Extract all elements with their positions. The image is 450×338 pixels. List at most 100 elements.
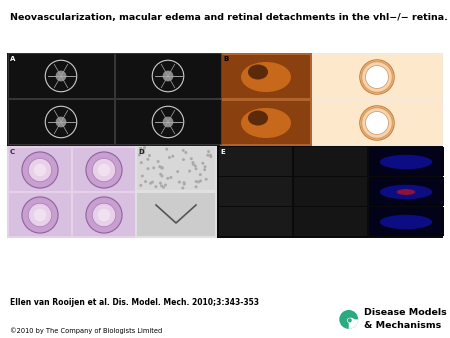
Circle shape bbox=[183, 183, 186, 186]
Ellipse shape bbox=[241, 62, 291, 92]
Circle shape bbox=[178, 180, 181, 184]
Text: & Mechanisms: & Mechanisms bbox=[364, 321, 442, 330]
Circle shape bbox=[154, 185, 158, 188]
Bar bbox=[294, 177, 367, 206]
Circle shape bbox=[56, 71, 67, 81]
Circle shape bbox=[184, 151, 187, 154]
Circle shape bbox=[194, 164, 197, 167]
Bar bbox=[219, 147, 292, 176]
Circle shape bbox=[98, 209, 110, 221]
Circle shape bbox=[139, 147, 142, 150]
Circle shape bbox=[182, 181, 185, 184]
Circle shape bbox=[86, 197, 122, 233]
Bar bbox=[369, 147, 444, 176]
Bar bbox=[137, 147, 215, 190]
Circle shape bbox=[181, 187, 184, 190]
Bar bbox=[73, 193, 135, 236]
Ellipse shape bbox=[248, 111, 268, 125]
Text: ©2010 by The Company of Biologists Limited: ©2010 by The Company of Biologists Limit… bbox=[10, 327, 162, 334]
Circle shape bbox=[28, 158, 52, 182]
Circle shape bbox=[209, 155, 212, 158]
Circle shape bbox=[140, 184, 142, 187]
Ellipse shape bbox=[380, 155, 432, 169]
Circle shape bbox=[140, 161, 143, 164]
Text: E: E bbox=[220, 149, 225, 155]
Circle shape bbox=[182, 149, 185, 152]
Circle shape bbox=[162, 117, 173, 127]
Circle shape bbox=[199, 173, 202, 176]
Circle shape bbox=[203, 168, 206, 171]
Text: D: D bbox=[138, 149, 144, 155]
Bar bbox=[220, 53, 312, 146]
Circle shape bbox=[205, 178, 207, 181]
Circle shape bbox=[164, 184, 167, 187]
Circle shape bbox=[192, 163, 195, 166]
Bar bbox=[217, 146, 443, 238]
Circle shape bbox=[161, 174, 163, 177]
Circle shape bbox=[194, 185, 198, 188]
Circle shape bbox=[192, 161, 194, 164]
Circle shape bbox=[144, 180, 147, 183]
Bar bbox=[294, 147, 367, 176]
Bar bbox=[115, 99, 221, 144]
Circle shape bbox=[161, 166, 163, 169]
Circle shape bbox=[143, 146, 146, 149]
Bar bbox=[137, 193, 215, 236]
Wedge shape bbox=[349, 319, 358, 329]
Circle shape bbox=[159, 182, 162, 185]
Bar bbox=[8, 53, 114, 98]
Circle shape bbox=[22, 197, 58, 233]
Bar bbox=[9, 148, 71, 191]
Text: Disease Models: Disease Models bbox=[364, 308, 447, 317]
Circle shape bbox=[339, 310, 358, 329]
Ellipse shape bbox=[241, 108, 291, 138]
Ellipse shape bbox=[396, 189, 415, 195]
Circle shape bbox=[347, 318, 352, 322]
Circle shape bbox=[197, 180, 200, 184]
Circle shape bbox=[171, 155, 174, 158]
Ellipse shape bbox=[380, 185, 432, 199]
Circle shape bbox=[159, 173, 162, 176]
Bar bbox=[9, 193, 71, 236]
Text: B: B bbox=[223, 56, 228, 62]
Circle shape bbox=[98, 164, 110, 176]
Circle shape bbox=[28, 203, 52, 227]
Circle shape bbox=[194, 167, 198, 170]
Bar bbox=[219, 207, 292, 236]
Circle shape bbox=[34, 209, 46, 221]
Circle shape bbox=[22, 152, 58, 188]
Bar bbox=[73, 148, 135, 191]
Bar bbox=[7, 53, 220, 146]
Circle shape bbox=[166, 177, 169, 180]
Circle shape bbox=[56, 117, 67, 127]
Circle shape bbox=[162, 186, 165, 189]
Text: Neovascularization, macular edema and retinal detachments in the vhl−/− retina.: Neovascularization, macular edema and re… bbox=[10, 13, 448, 22]
Circle shape bbox=[141, 174, 144, 177]
Circle shape bbox=[142, 148, 145, 151]
Circle shape bbox=[158, 165, 161, 168]
Text: Ellen van Rooijen et al. Dis. Model. Mech. 2010;3:343-353: Ellen van Rooijen et al. Dis. Model. Mec… bbox=[10, 298, 259, 307]
Circle shape bbox=[152, 166, 155, 169]
Ellipse shape bbox=[248, 65, 268, 79]
Circle shape bbox=[151, 180, 154, 184]
Circle shape bbox=[365, 66, 388, 89]
Text: C: C bbox=[10, 149, 15, 155]
Circle shape bbox=[360, 60, 394, 94]
Bar bbox=[369, 177, 444, 206]
Circle shape bbox=[195, 180, 198, 183]
Circle shape bbox=[165, 148, 168, 151]
Circle shape bbox=[182, 158, 185, 161]
Circle shape bbox=[360, 106, 394, 140]
Circle shape bbox=[203, 165, 207, 168]
Circle shape bbox=[162, 71, 173, 81]
Circle shape bbox=[170, 176, 172, 179]
Circle shape bbox=[176, 170, 179, 173]
Circle shape bbox=[209, 154, 212, 157]
Circle shape bbox=[199, 179, 202, 183]
Bar bbox=[314, 102, 441, 143]
Circle shape bbox=[140, 149, 143, 152]
Circle shape bbox=[92, 203, 116, 227]
Bar bbox=[219, 177, 292, 206]
Bar bbox=[294, 207, 367, 236]
Ellipse shape bbox=[347, 318, 356, 324]
